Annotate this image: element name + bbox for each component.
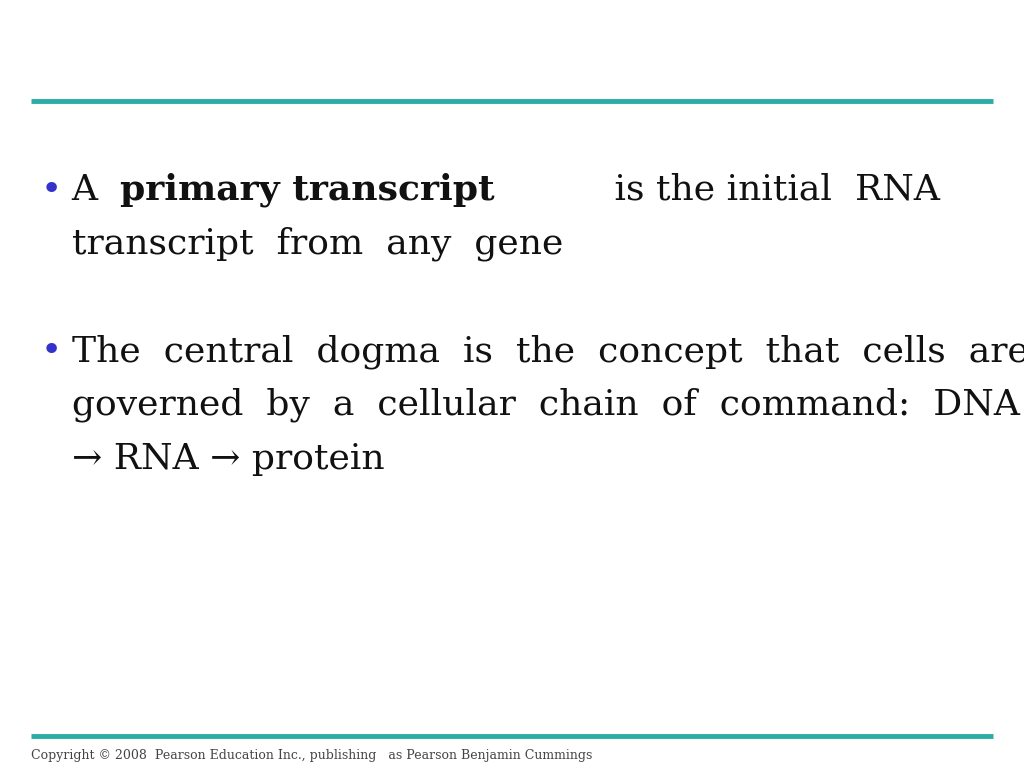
- Text: •: •: [41, 173, 62, 207]
- Text: is the initial  RNA: is the initial RNA: [603, 173, 940, 207]
- Text: transcript  from  any  gene: transcript from any gene: [72, 227, 563, 261]
- Text: governed  by  a  cellular  chain  of  command:  DNA: governed by a cellular chain of command:…: [72, 388, 1020, 422]
- Text: Copyright © 2008  Pearson Education Inc., publishing   as Pearson Benjamin Cummi: Copyright © 2008 Pearson Education Inc.,…: [31, 749, 592, 762]
- Text: •: •: [41, 334, 62, 368]
- Text: The  central  dogma  is  the  concept  that  cells  are: The central dogma is the concept that ce…: [72, 334, 1024, 369]
- Text: → RNA → protein: → RNA → protein: [72, 442, 384, 475]
- Text: A: A: [72, 173, 110, 207]
- Text: primary transcript: primary transcript: [120, 173, 495, 207]
